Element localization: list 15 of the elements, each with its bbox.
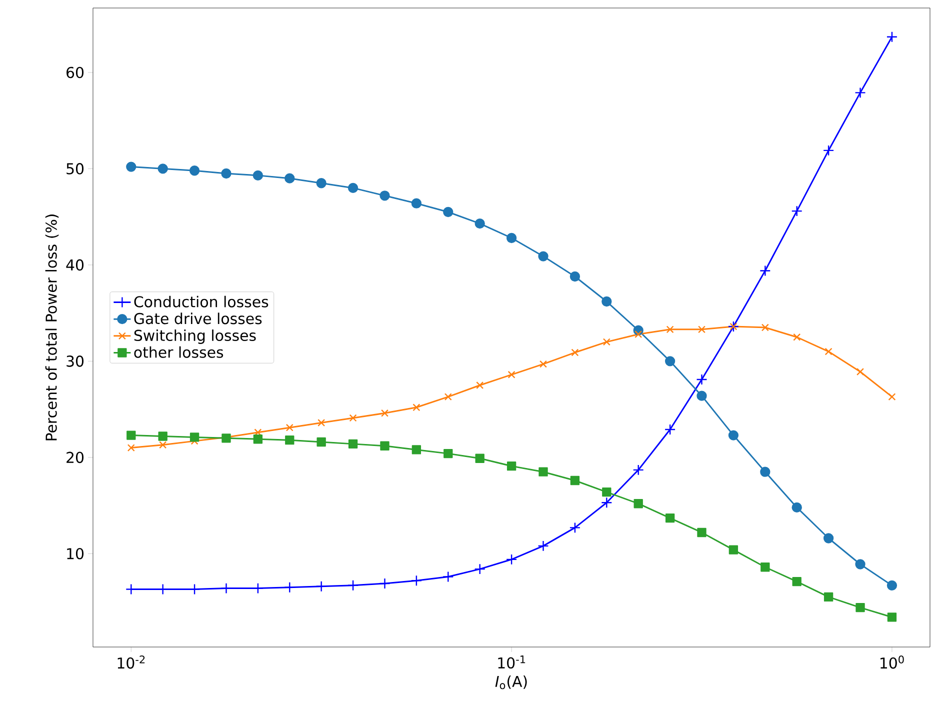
y-tick-label: 20 (66, 452, 84, 464)
legend-label: Switching losses (134, 330, 256, 344)
y-tick-label: 40 (66, 259, 84, 271)
legend-label: Conduction losses (134, 296, 268, 308)
y-tick-label: 50 (66, 163, 84, 174)
x-tick-label: 10$^{-1}$ (498, 656, 526, 669)
y-tick-label: 30 (66, 356, 84, 367)
x-axis-title: I$_{o}$(A) (495, 676, 527, 690)
legend-label: Gate drive losses (134, 312, 262, 324)
y-axis-title: Percent of total Power loss (%) (45, 214, 59, 440)
legend-label: other losses (134, 346, 224, 358)
y-tick-label: 10 (67, 548, 84, 560)
y-tick-label: 60 (66, 66, 84, 78)
x-tick-label: 10$^{-2}$ (118, 656, 145, 669)
x-tick-label: 10$^{0}$ (880, 656, 904, 669)
